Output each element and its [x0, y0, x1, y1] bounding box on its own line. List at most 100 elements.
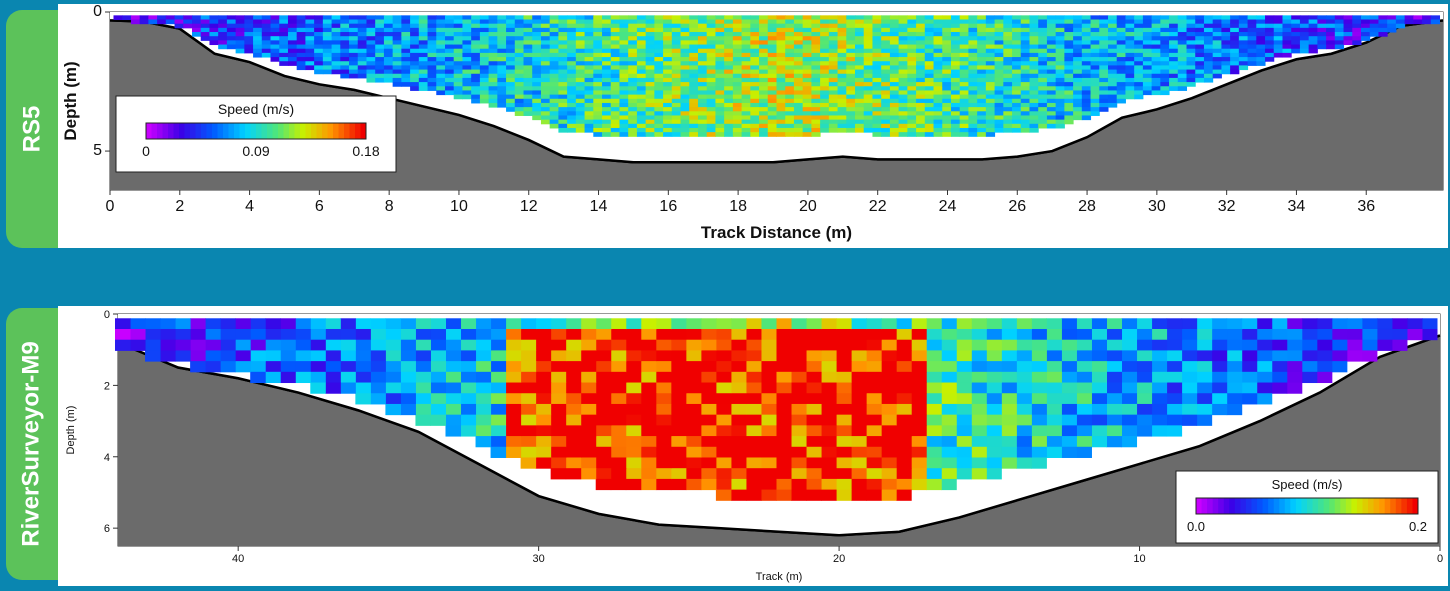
velocity-cell [715, 123, 725, 129]
velocity-cell [760, 457, 777, 469]
velocity-cell [654, 48, 664, 54]
velocity-cell [933, 132, 943, 137]
velocity-cell [663, 52, 673, 58]
velocity-cell [1073, 94, 1083, 100]
velocity-cell [685, 403, 702, 416]
velocity-cell [1020, 15, 1030, 21]
velocity-cell [580, 468, 597, 480]
velocity-cell [375, 52, 385, 58]
velocity-cell [759, 115, 769, 121]
velocity-cell [741, 40, 751, 46]
velocity-cell [1136, 382, 1153, 394]
velocity-cell [602, 27, 612, 33]
velocity-cell [479, 52, 490, 58]
velocity-cell [1196, 328, 1213, 341]
velocity-cell [287, 27, 298, 33]
velocity-cell [392, 52, 402, 58]
velocity-cell [916, 73, 926, 79]
velocity-cell [1029, 32, 1039, 37]
velocity-cell [497, 48, 507, 54]
velocity-cell [385, 339, 401, 351]
velocity-cell [602, 86, 612, 91]
velocity-cell [1352, 23, 1362, 29]
velocity-cell [1038, 102, 1048, 108]
velocity-cell [959, 119, 969, 125]
velocity-cell [610, 32, 620, 37]
velocity-cell [427, 52, 437, 58]
velocity-cell [392, 19, 402, 25]
velocity-cell [855, 52, 865, 58]
velocity-cell [636, 44, 647, 50]
velocity-cell [1064, 102, 1074, 108]
velocity-cell [706, 23, 716, 29]
colorbar-swatch [1262, 498, 1269, 514]
velocity-cell [567, 15, 577, 21]
velocity-cell [460, 339, 477, 351]
velocity-cell [793, 32, 804, 37]
velocity-cell [1316, 328, 1333, 341]
velocity-cell [610, 350, 627, 362]
velocity-cell [280, 361, 296, 373]
velocity-cell [985, 36, 996, 41]
colorbar-swatch [1279, 498, 1286, 514]
velocity-cell [1016, 361, 1032, 373]
velocity-cell [471, 48, 481, 54]
velocity-cell [986, 371, 1002, 384]
velocity-cell [950, 94, 961, 100]
velocity-cell [1099, 44, 1109, 50]
velocity-cell [977, 65, 987, 71]
velocity-cell [1046, 57, 1057, 62]
velocity-cell [1186, 52, 1196, 58]
velocity-cell [872, 57, 882, 62]
velocity-cell [610, 23, 620, 29]
velocity-cell [523, 44, 533, 50]
velocity-cell [793, 48, 804, 54]
velocity-cell [1073, 44, 1083, 50]
velocity-cell [1091, 361, 1107, 373]
velocity-cell [759, 77, 769, 83]
velocity-cell [671, 40, 682, 46]
velocity-cell [837, 61, 847, 66]
velocity-cell [671, 86, 682, 91]
velocity-cell [514, 102, 525, 108]
velocity-cell [1151, 393, 1168, 405]
velocity-cell [889, 32, 900, 37]
velocity-cell [785, 77, 795, 83]
velocity-cell [715, 361, 732, 373]
velocity-cell [410, 36, 420, 41]
velocity-cell [986, 318, 1002, 330]
velocity-cell [506, 77, 516, 83]
velocity-cell [113, 15, 123, 21]
velocity-cell [986, 457, 1002, 469]
velocity-cell [265, 361, 281, 373]
velocity-cell [488, 27, 498, 33]
velocity-cell [190, 328, 206, 341]
velocity-cell [610, 57, 620, 62]
velocity-cell [759, 36, 769, 41]
velocity-cell [460, 361, 477, 373]
velocity-cell [436, 69, 446, 75]
velocity-cell [926, 318, 942, 330]
colorbar-swatch [1307, 498, 1314, 514]
velocity-cell [730, 339, 747, 351]
velocity-cell [1029, 94, 1039, 100]
velocity-cell [1029, 77, 1039, 83]
velocity-cell [535, 350, 552, 362]
velocity-cell [265, 350, 281, 362]
velocity-cell [619, 52, 629, 58]
velocity-cell [750, 73, 760, 79]
velocity-cell [427, 44, 437, 50]
velocity-cell [436, 86, 446, 91]
velocity-cell [1271, 350, 1288, 362]
velocity-cell [933, 23, 943, 29]
velocity-cell [881, 27, 891, 33]
velocity-cell [471, 73, 481, 79]
velocity-cell [1076, 339, 1092, 351]
velocity-cell [357, 36, 367, 41]
velocity-cell [956, 350, 972, 362]
velocity-cell [1334, 27, 1345, 33]
velocity-cell [1212, 15, 1222, 21]
velocity-cell [636, 132, 647, 137]
velocity-cell [385, 350, 401, 362]
velocity-cell [837, 44, 847, 50]
